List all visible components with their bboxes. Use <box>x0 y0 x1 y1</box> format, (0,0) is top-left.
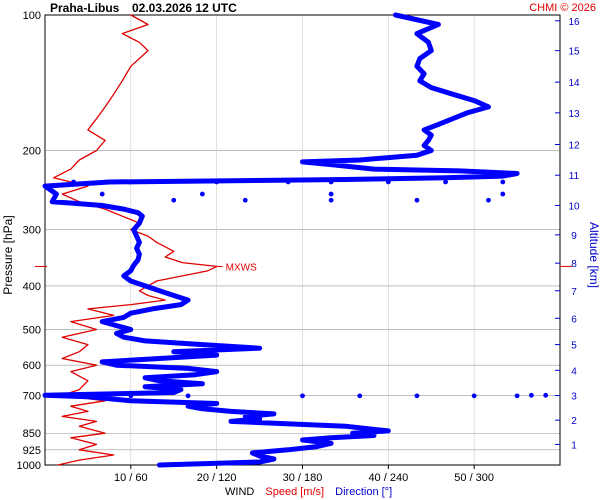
mxws-label: MXWS <box>226 262 257 273</box>
direction-outlier-point <box>328 197 334 203</box>
direction-outlier-point <box>242 197 248 203</box>
altitude-tick-6: 6 <box>571 314 577 325</box>
copyright-label: CHMI © 2026 <box>529 2 596 14</box>
direction-outlier-point <box>199 191 205 197</box>
direction-outlier-point <box>128 179 134 185</box>
annotation-layer: MXWS <box>35 262 572 273</box>
wind-label-direction: Direction [°] <box>335 486 392 498</box>
wind-label-word: WIND <box>225 486 254 498</box>
wind-axis-label: WIND Speed [m/s] Direction [°] <box>225 486 392 498</box>
altitude-tick-13: 13 <box>568 109 580 120</box>
direction-outlier-point <box>443 179 448 185</box>
direction-outlier-point <box>500 179 506 185</box>
altitude-tick-2: 2 <box>571 416 577 427</box>
direction-outlier-point <box>528 392 534 398</box>
altitude-tick-7: 7 <box>571 287 577 298</box>
direction-outlier-point <box>171 197 177 203</box>
pressure-tick-1000: 1000 <box>17 460 41 472</box>
altitude-tick-3: 3 <box>571 392 577 403</box>
pressure-tick-850: 850 <box>23 428 41 440</box>
altitude-axis-label: Altitude [km] <box>587 222 600 288</box>
direction-outlier-point <box>71 179 77 185</box>
pressure-tick-700: 700 <box>23 390 41 402</box>
altitude-tick-4: 4 <box>571 366 577 377</box>
direction-outlier-point <box>414 197 420 203</box>
pressure-tick-100: 100 <box>23 10 41 22</box>
altitude-tick-14: 14 <box>568 78 580 89</box>
direction-line <box>42 12 520 468</box>
direction-outlier-point <box>185 393 191 399</box>
pressure-tick-600: 600 <box>23 360 41 372</box>
direction-outlier-point <box>128 393 134 399</box>
altitude-tick-1: 1 <box>571 440 577 451</box>
grid <box>45 15 560 465</box>
pressure-tick-300: 300 <box>23 225 41 237</box>
direction-outlier-point <box>285 179 291 185</box>
pressure-tick-200: 200 <box>23 145 41 157</box>
pressure-ticks: 100 200 300 400 500 600 700 850 925 1000 <box>17 10 41 472</box>
altitude-tick-5: 5 <box>571 341 577 352</box>
wind-ticks: 10 / 60 20 / 120 30 / 180 40 / 240 50 / 300 <box>114 465 494 484</box>
direction-outlier-point <box>328 191 334 197</box>
altitude-tick-9: 9 <box>571 231 577 242</box>
direction-outlier-point <box>300 393 305 399</box>
station-name: Praha-Libus <box>50 1 120 15</box>
direction-outlier-point <box>328 179 334 185</box>
direction-outlier-point <box>486 197 491 203</box>
altitude-tick-10: 10 <box>568 201 580 212</box>
direction-outlier-point <box>514 393 520 399</box>
series-layer <box>42 12 549 468</box>
altitude-tick-12: 12 <box>568 141 580 152</box>
wind-tick-30: 30 / 180 <box>283 472 323 484</box>
pressure-tick-500: 500 <box>23 325 41 337</box>
altitude-tick-16: 16 <box>568 17 580 28</box>
pressure-tick-925: 925 <box>23 445 41 457</box>
direction-outlier-point <box>543 392 549 398</box>
direction-outlier-point <box>500 191 506 197</box>
pressure-axis-label: Pressure [hPa] <box>1 215 15 294</box>
direction-outlier-point <box>357 393 363 399</box>
wind-tick-40: 40 / 240 <box>368 472 408 484</box>
speed-line <box>52 14 218 466</box>
altitude-tick-15: 15 <box>568 47 580 58</box>
wind-tick-50: 50 / 300 <box>454 472 494 484</box>
direction-outlier-point <box>99 191 105 197</box>
altitude-tick-8: 8 <box>571 259 577 270</box>
direction-outlier-point <box>385 179 391 185</box>
wind-tick-10: 10 / 60 <box>114 472 148 484</box>
altitude-tick-11: 11 <box>569 171 580 182</box>
sounding-datetime: 02.03.2026 12 UTC <box>132 1 237 15</box>
direction-outlier-point <box>214 179 220 185</box>
wind-tick-20: 20 / 120 <box>197 472 237 484</box>
direction-outlier-point <box>414 393 420 399</box>
direction-outlier-point <box>471 393 477 399</box>
wind-label-speed: Speed [m/s] <box>265 486 324 498</box>
pressure-tick-400: 400 <box>23 281 41 293</box>
